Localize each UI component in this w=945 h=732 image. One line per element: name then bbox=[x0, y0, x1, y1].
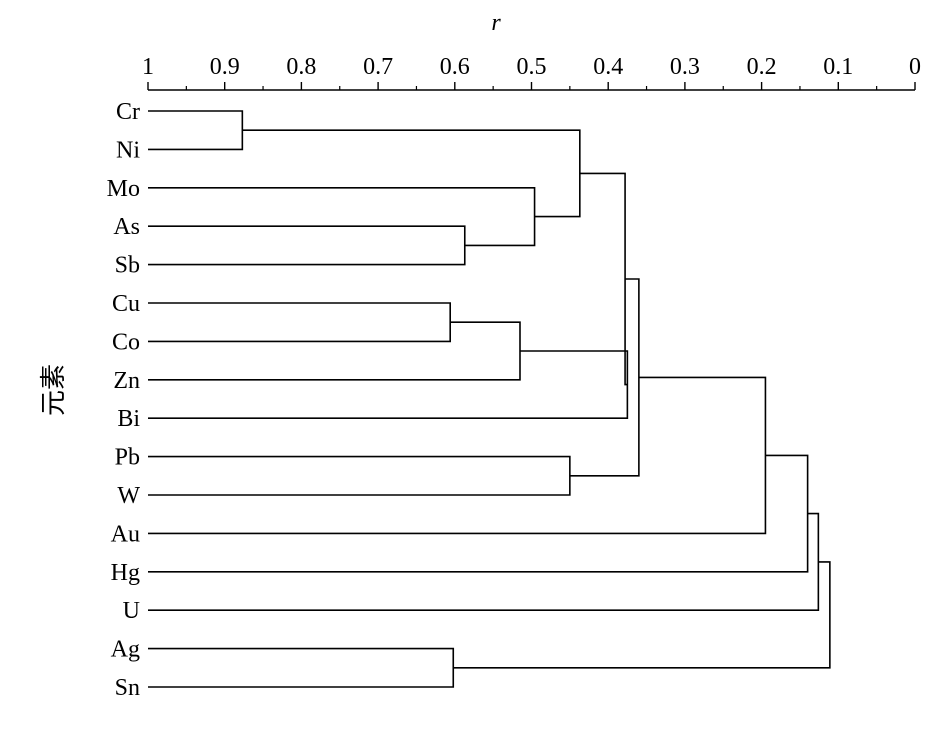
axis-tick-label: 1 bbox=[142, 54, 154, 80]
leaf-label-as: As bbox=[113, 214, 140, 240]
leaf-label-ag: Ag bbox=[111, 637, 140, 663]
merge-link-c15 bbox=[453, 561, 831, 669]
leaf-label-zn: Zn bbox=[113, 368, 140, 394]
merge-link-c12 bbox=[148, 454, 809, 573]
top-axis: 1 0.9 0.8 0.7 0.6 0.5 0.4 0.3 0.2 0.1 0 bbox=[142, 54, 921, 91]
leaf-label-cr: Cr bbox=[116, 99, 140, 125]
dendrogram-tree bbox=[148, 110, 831, 688]
merge-link-c5 bbox=[148, 302, 451, 343]
leaf-labels: Cr Ni Mo As Sb Cu Co Zn Bi Pb W Au Hg U Ag Sn bbox=[107, 99, 141, 701]
leaf-label-w: W bbox=[117, 483, 140, 509]
leaf-label-au: Au bbox=[111, 521, 140, 547]
leaf-label-bi: Bi bbox=[117, 406, 140, 432]
axis-tick-label: 0.2 bbox=[747, 54, 777, 80]
merge-link-c4 bbox=[242, 129, 581, 218]
leaf-label-hg: Hg bbox=[111, 560, 140, 586]
leaf-label-sb: Sb bbox=[115, 253, 140, 279]
leaf-label-sn: Sn bbox=[115, 675, 140, 701]
merge-link-c11 bbox=[148, 376, 767, 535]
axis-tick-label: 0.9 bbox=[210, 54, 240, 80]
merge-link-c1 bbox=[148, 110, 244, 151]
merge-link-c14 bbox=[148, 647, 455, 688]
side-axis-title: 元素 bbox=[39, 364, 68, 416]
merge-link-c10 bbox=[569, 278, 640, 477]
axis-tick-label: 0.5 bbox=[517, 54, 547, 80]
merge-link-c13 bbox=[148, 512, 820, 611]
merge-link-c8 bbox=[579, 172, 628, 386]
leaf-label-cu: Cu bbox=[112, 291, 140, 317]
merge-link-c9 bbox=[148, 455, 571, 496]
axis-tick-label: 0.6 bbox=[440, 54, 470, 80]
axis-tick-label: 0.7 bbox=[363, 54, 393, 80]
axis-title: r bbox=[491, 10, 501, 36]
axis-tick-label: 0.1 bbox=[823, 54, 853, 80]
merge-link-c6 bbox=[148, 321, 521, 381]
merge-link-c7 bbox=[148, 350, 629, 419]
leaf-label-co: Co bbox=[112, 329, 140, 355]
leaf-label-ni: Ni bbox=[116, 137, 140, 163]
leaf-label-mo: Mo bbox=[107, 176, 140, 202]
axis-tick-label: 0 bbox=[909, 54, 921, 80]
leaf-label-pb: Pb bbox=[115, 445, 140, 471]
leaf-label-u: U bbox=[123, 598, 140, 624]
axis-tick-label: 0.3 bbox=[670, 54, 700, 80]
axis-tick-label: 0.4 bbox=[593, 54, 623, 80]
axis-tick-label: 0.8 bbox=[286, 54, 316, 80]
merge-link-c3 bbox=[148, 187, 536, 247]
merge-link-c2 bbox=[148, 225, 466, 266]
